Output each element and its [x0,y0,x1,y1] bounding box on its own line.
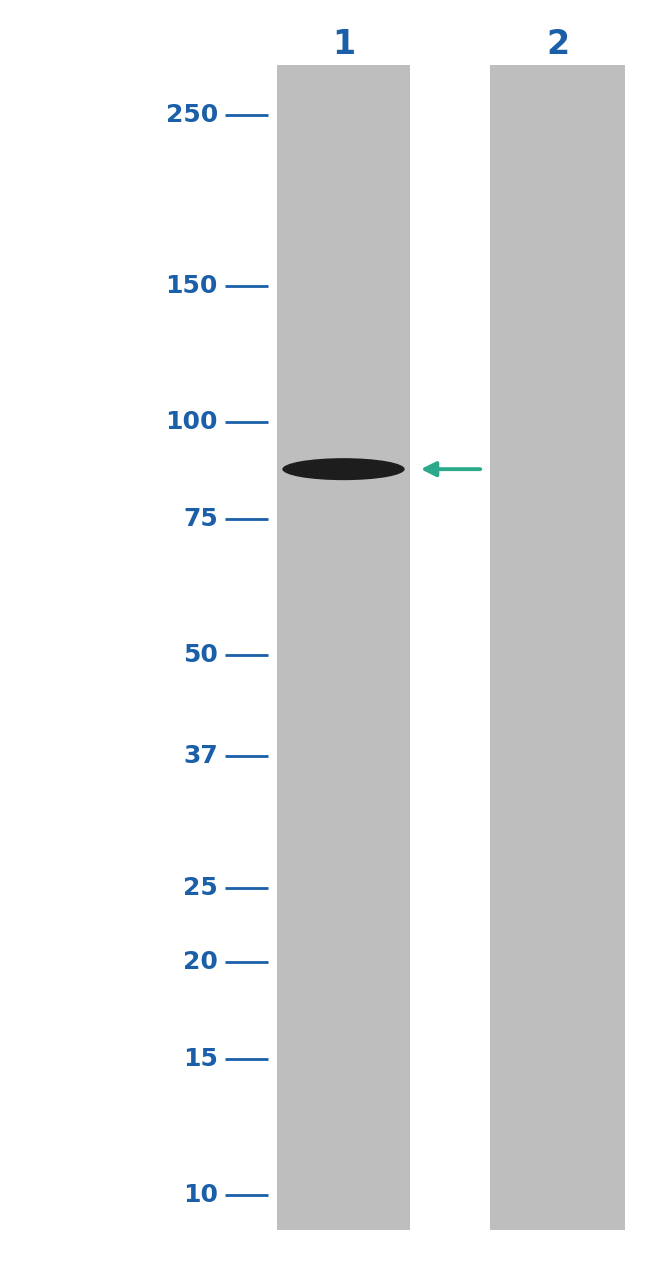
Text: 250: 250 [166,103,218,127]
Text: 1: 1 [332,28,355,61]
Text: 100: 100 [166,410,218,434]
Text: 25: 25 [183,875,218,899]
Text: 20: 20 [183,950,218,974]
Ellipse shape [282,458,405,480]
Text: 10: 10 [183,1182,218,1206]
Text: 37: 37 [183,744,218,768]
Bar [490,65,625,1231]
Bar [277,65,410,1231]
Text: 50: 50 [183,643,218,667]
Text: 150: 150 [166,274,218,298]
Text: 15: 15 [183,1046,218,1071]
Text: 2: 2 [546,28,569,61]
Text: 75: 75 [183,507,218,531]
